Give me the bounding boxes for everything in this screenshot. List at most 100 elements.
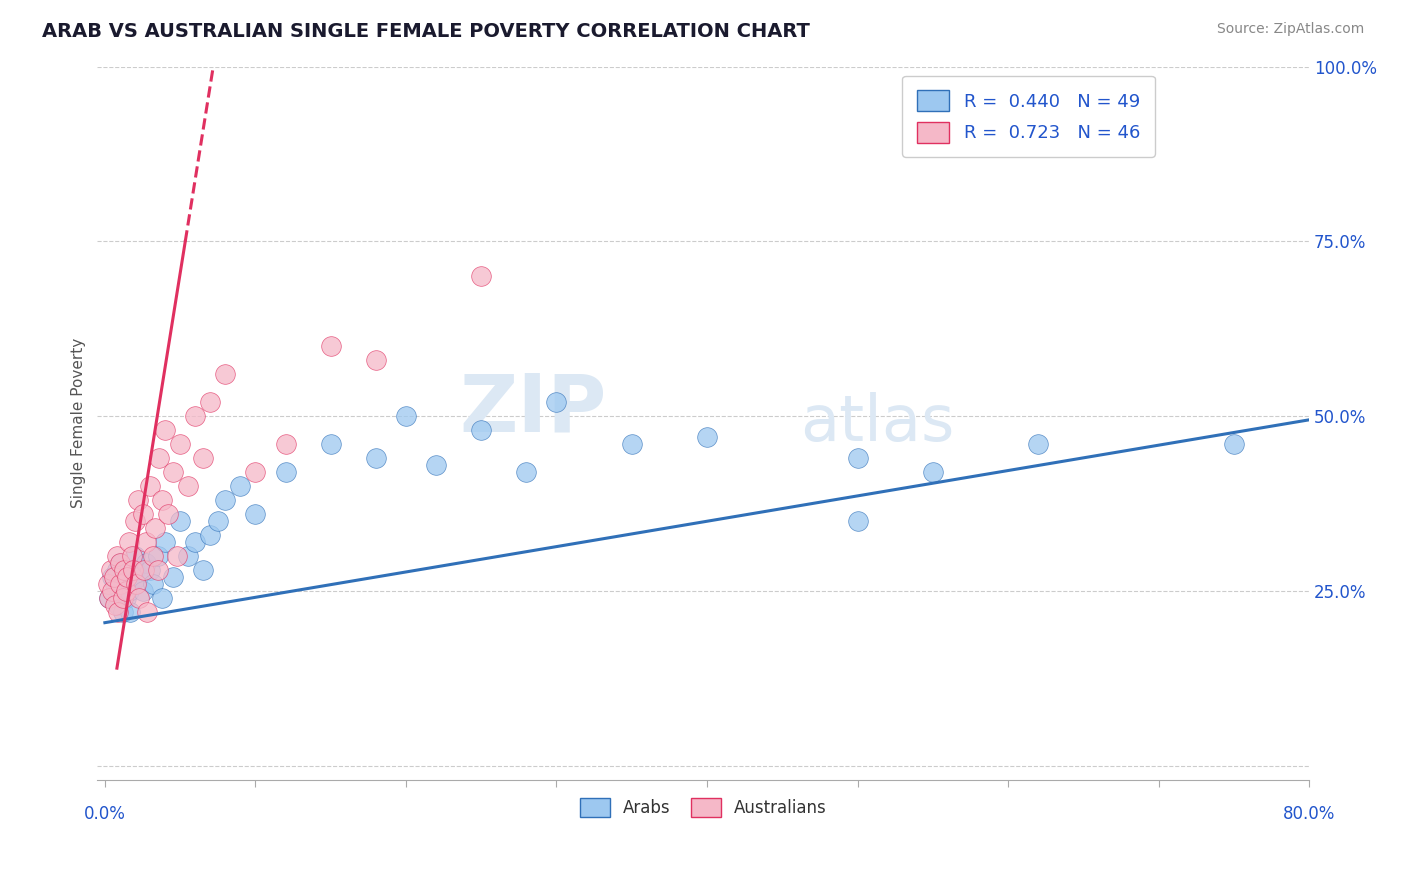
Point [117, 570, 139, 584]
Point [150, 493, 173, 508]
Point [117, 570, 139, 584]
Point [101, 570, 124, 584]
Point [125, 577, 148, 591]
Point [103, 570, 125, 584]
Point [150, 591, 173, 606]
Point [395, 409, 418, 424]
Text: ARAB VS AUSTRALIAN SINGLE FEMALE POVERTY CORRELATION CHART: ARAB VS AUSTRALIAN SINGLE FEMALE POVERTY… [42, 22, 810, 41]
Point [176, 549, 198, 564]
Point [846, 514, 869, 528]
Point [470, 269, 492, 284]
Point [200, 395, 222, 409]
Point [115, 591, 138, 606]
Point [274, 465, 297, 479]
Point [136, 605, 159, 619]
Point [124, 563, 146, 577]
Text: Source: ZipAtlas.com: Source: ZipAtlas.com [1216, 22, 1364, 37]
Point [191, 451, 214, 466]
Point [127, 493, 149, 508]
Point [191, 563, 214, 577]
Point [364, 451, 387, 466]
Point [846, 451, 869, 466]
Point [98, 591, 121, 606]
Point [111, 591, 134, 606]
Point [120, 605, 142, 619]
Point [176, 479, 198, 493]
Point [118, 584, 141, 599]
Point [143, 521, 166, 535]
Point [921, 465, 943, 479]
Point [214, 368, 236, 382]
Text: 0.0%: 0.0% [84, 805, 125, 823]
Point [162, 465, 184, 479]
Point [157, 508, 180, 522]
Point [97, 577, 120, 591]
Point [620, 437, 643, 451]
Point [1223, 437, 1246, 451]
Point [162, 570, 184, 584]
Point [142, 549, 165, 564]
Point [364, 353, 387, 368]
Point [146, 549, 169, 564]
Point [107, 598, 129, 612]
Point [100, 563, 122, 577]
Point [166, 549, 188, 564]
Text: atlas: atlas [800, 392, 955, 454]
Point [169, 514, 191, 528]
Point [184, 409, 207, 424]
Point [111, 605, 134, 619]
Point [153, 535, 176, 549]
Point [105, 549, 128, 564]
Point [131, 508, 153, 522]
Point [127, 570, 149, 584]
Point [515, 465, 537, 479]
Text: 80.0%: 80.0% [1282, 805, 1336, 823]
Y-axis label: Single Female Poverty: Single Female Poverty [72, 338, 86, 508]
Point [425, 458, 447, 473]
Point [245, 508, 267, 522]
Point [153, 423, 176, 437]
Point [124, 549, 146, 564]
Point [546, 395, 568, 409]
Point [101, 584, 124, 599]
Point [319, 437, 342, 451]
Point [139, 563, 162, 577]
Point [108, 556, 131, 570]
Point [245, 465, 267, 479]
Point [105, 563, 128, 577]
Point [115, 584, 138, 599]
Point [134, 535, 156, 549]
Point [122, 563, 145, 577]
Point [169, 437, 191, 451]
Point [108, 556, 131, 570]
Point [214, 493, 236, 508]
Point [148, 451, 170, 466]
Point [132, 563, 155, 577]
Point [229, 479, 252, 493]
Point [118, 535, 141, 549]
Point [696, 430, 718, 444]
Point [184, 535, 207, 549]
Point [121, 549, 143, 564]
Point [107, 605, 129, 619]
Point [207, 514, 229, 528]
Point [146, 563, 169, 577]
Point [121, 577, 143, 591]
Point [142, 577, 165, 591]
Point [104, 577, 127, 591]
Point [200, 528, 222, 542]
Point [470, 423, 492, 437]
Legend: Arabs, Australians: Arabs, Australians [571, 789, 835, 825]
Point [108, 584, 131, 599]
Point [131, 584, 153, 599]
Point [108, 577, 131, 591]
Point [104, 598, 127, 612]
Point [319, 339, 342, 353]
Point [98, 591, 121, 606]
Point [124, 514, 146, 528]
Point [139, 479, 162, 493]
Point [128, 591, 150, 606]
Point [114, 563, 136, 577]
Point [114, 577, 136, 591]
Point [134, 556, 156, 570]
